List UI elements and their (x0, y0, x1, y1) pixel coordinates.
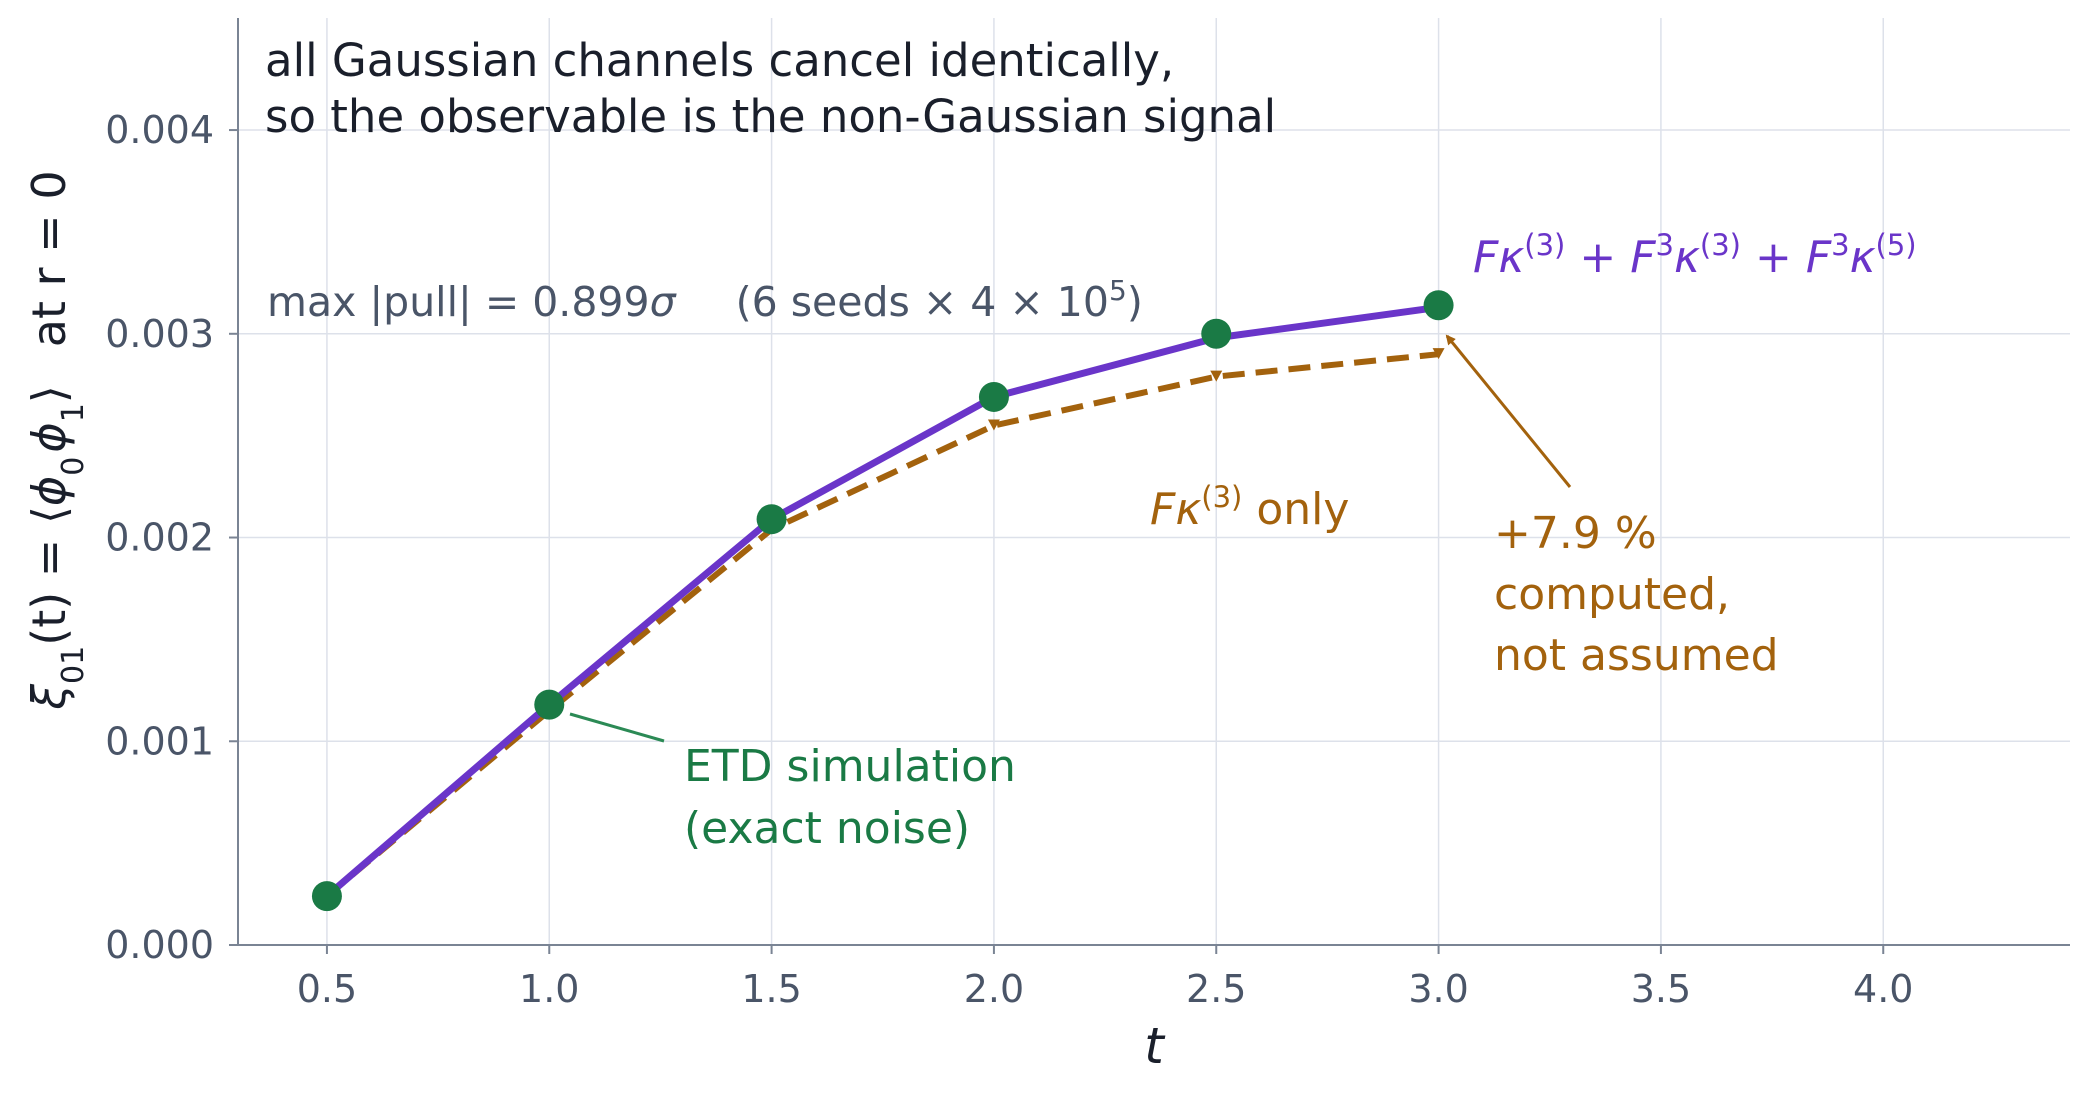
pull-exp: 5 (1109, 274, 1127, 307)
y-axis-label: ξ01(t) = ⟨ϕ0ϕ1⟩at r = 0 (22, 170, 91, 710)
axes (237, 18, 2070, 946)
tick-labels: 0.5 1.0 1.5 2.0 2.5 3.0 3.5 4.0 0.000 0.001 0.002 0… (105, 108, 1913, 1011)
simulation-point (978, 381, 1009, 412)
pull-sigma: σ (650, 278, 678, 326)
first-order-marker (1210, 370, 1223, 382)
x-tick-label: 3.0 (1408, 967, 1468, 1011)
simulation-point (1423, 290, 1454, 321)
percent-arrow (1445, 334, 1572, 488)
simulation-point (311, 881, 342, 912)
y-tick-label: 0.004 (105, 108, 214, 152)
grid (238, 18, 2070, 946)
headline-line-2: so the observable is the non-Gaussian si… (265, 90, 1276, 143)
simulation-point (756, 504, 787, 535)
percent-line-1: +7.9 % (1494, 508, 1657, 559)
x-axis-label: t (1144, 1017, 1166, 1075)
y-tick-label: 0.000 (105, 923, 214, 967)
first-order-marker (987, 419, 1000, 431)
sim-line-1: ETD simulation (684, 741, 1016, 792)
full-model-label: Fκ(3) + F3κ(3) + F3κ(5) (1473, 228, 1917, 283)
simulation-point (1201, 318, 1232, 349)
percent-line-3: not assumed (1494, 630, 1779, 681)
pull-annotation: max |pull| = 0.899σ (6 seeds × 4 × 105) (267, 274, 1143, 327)
x-tick-label: 2.0 (964, 967, 1024, 1011)
first-order-label: Fκ(3) only (1150, 480, 1349, 535)
x-tick-label: 3.5 (1631, 967, 1691, 1011)
first-order-line (324, 351, 1439, 899)
sim-annotation: ETD simulation (exact noise) (684, 741, 1030, 854)
pull-seeds: (6 seeds × 4 × 10 (736, 278, 1109, 326)
x-tick-label: 1.0 (519, 967, 579, 1011)
pull-prefix: max |pull| = 0.899 (267, 278, 650, 326)
percent-annotation: +7.9 % computed, not assumed (1494, 508, 1779, 681)
y-tick-label: 0.001 (105, 719, 214, 763)
headline: all Gaussian channels cancel identically… (265, 34, 1276, 143)
x-tick-label: 0.5 (297, 967, 357, 1011)
x-tick-label: 1.5 (741, 967, 801, 1011)
sim-pointer (569, 712, 665, 743)
percent-line-2: computed, (1494, 569, 1730, 620)
x-tick-label: 2.5 (1186, 967, 1246, 1011)
y-tick-label: 0.003 (105, 312, 214, 356)
full-model-line (323, 303, 1443, 900)
sim-line-2: (exact noise) (684, 803, 970, 854)
first-order-marker (1432, 348, 1445, 360)
series (311, 290, 1454, 912)
pull-close: ) (1127, 278, 1143, 326)
y-tick-label: 0.002 (105, 516, 214, 560)
simulation-point (534, 689, 565, 720)
x-tick-label: 4.0 (1853, 967, 1913, 1011)
headline-line-1: all Gaussian channels cancel identically… (265, 34, 1174, 87)
